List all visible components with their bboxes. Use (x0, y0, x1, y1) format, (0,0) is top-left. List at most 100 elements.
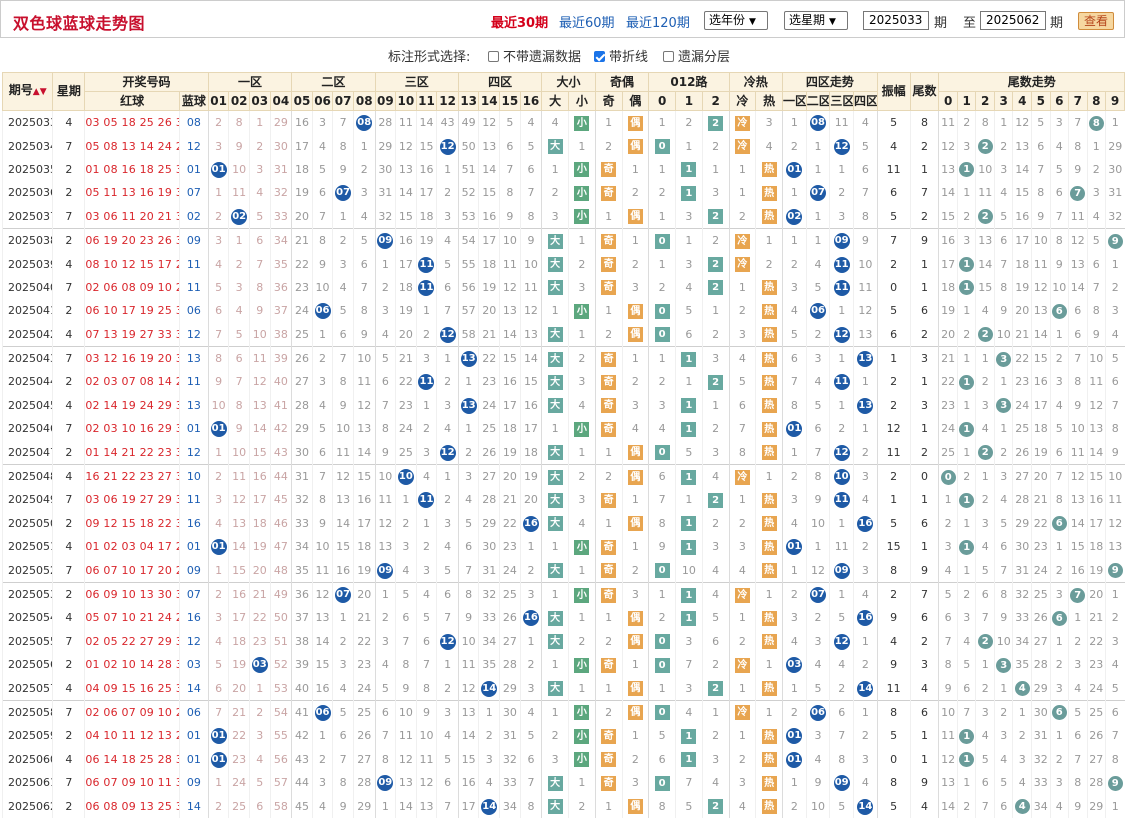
size-big-cell: 大 (541, 770, 569, 795)
week-cell: 7 (52, 275, 85, 300)
num-miss-cell: 5 (311, 157, 333, 182)
num-miss-cell: 7 (332, 110, 354, 135)
num-miss-cell: 24 (291, 299, 313, 323)
amplitude-cell: 1 (876, 488, 911, 512)
num-miss-cell: 6 (207, 299, 229, 323)
num-miss-cell: 21 (352, 606, 376, 630)
num-miss-cell: 9 (332, 157, 354, 182)
option-layered[interactable]: 遗漏分层 (663, 46, 730, 65)
tail-miss-cell: 2 (938, 511, 958, 536)
checkbox[interactable] (663, 51, 674, 62)
num-miss-cell: 29 (478, 511, 500, 536)
tail-miss-cell: 9 (1068, 157, 1088, 182)
range-60[interactable]: 最近60期 (559, 16, 615, 31)
option-no-miss[interactable]: 不带遗漏数据 (488, 46, 581, 65)
col-zt4: 四区 (853, 91, 878, 111)
num-miss-cell: 45 (291, 794, 313, 818)
hotcold-marker: 热 (761, 752, 777, 768)
tail-miss-cell: 30 (1012, 535, 1032, 559)
tail-miss-cell: 15 (1012, 181, 1032, 205)
route-miss-cell: 10 (675, 558, 703, 583)
blue-ball-marker: 09 (377, 233, 394, 250)
year-select[interactable]: 选年份 ▼ (704, 11, 768, 30)
tail-miss-cell: 12 (1105, 511, 1125, 536)
num-miss-cell: 49 (457, 110, 479, 135)
tail-miss-cell: 4 (975, 535, 995, 559)
num-hit-cell: 08 (352, 110, 376, 135)
query-button[interactable]: 查看 (1078, 12, 1114, 30)
week-cell: 2 (52, 227, 85, 253)
zone-miss-cell: 1 (805, 134, 830, 158)
num-miss-cell: 55 (457, 252, 479, 276)
num-miss-cell: 18 (499, 417, 521, 441)
tail-marker: 9 (1107, 775, 1123, 791)
tail-miss-cell: 15 (975, 275, 995, 300)
tail-miss-cell: 33 (1012, 606, 1032, 630)
zone-marker: 16 (857, 610, 874, 627)
checkbox[interactable] (488, 51, 499, 62)
tail-miss-cell: 11 (1068, 440, 1088, 465)
to-issue-input[interactable]: 2025062 (980, 11, 1046, 30)
tail-miss-cell: 3 (975, 699, 995, 725)
zone-hit-cell: 07 (805, 581, 830, 607)
num-miss-cell: 12 (228, 488, 250, 512)
tail-marker: 2 (977, 209, 993, 225)
num-miss-cell: 52 (457, 181, 479, 205)
zone-miss-cell: 10 (805, 794, 830, 818)
hot-cell: 2 (755, 252, 783, 276)
route-hit-cell: 0 (648, 322, 676, 347)
sort-icon[interactable]: ▲▼ (32, 87, 47, 97)
range-120[interactable]: 最近120期 (626, 16, 690, 31)
weekday-select[interactable]: 选星期 ▼ (784, 11, 848, 30)
odd-cell: 奇 (594, 417, 623, 441)
num-miss-cell: 2 (519, 558, 542, 583)
route-miss-cell: 3 (701, 345, 730, 371)
col-tail-2: 2 (975, 91, 995, 111)
tail-miss-cell: 6 (1105, 699, 1125, 725)
red-balls-cell: 06 09 10 13 30 33 (84, 581, 180, 607)
num-miss-cell: 6 (207, 676, 229, 701)
col-tail-4: 4 (1012, 91, 1032, 111)
blue-ball-cell: 13 (178, 345, 209, 371)
tail-hit-cell: 4 (1012, 676, 1032, 701)
num-miss-cell: 9 (415, 699, 437, 725)
size-small-cell: 2 (568, 629, 596, 653)
tail-miss-cell: 11 (1031, 252, 1051, 276)
zone-miss-cell: 1 (782, 770, 807, 795)
num-miss-cell: 21 (478, 322, 500, 347)
num-miss-cell: 11 (311, 558, 333, 583)
route-miss-cell: 4 (701, 770, 730, 795)
col-issue[interactable]: 期号▲▼ (1, 72, 54, 111)
range-30[interactable]: 最近30期 (491, 16, 549, 31)
num-miss-cell: 28 (291, 393, 313, 418)
tail-miss-cell: 16 (938, 227, 958, 253)
num-miss-cell: 7 (228, 370, 250, 394)
num-miss-cell: 7 (332, 345, 354, 371)
num-miss-cell: 5 (332, 699, 354, 725)
size-big-cell: 大 (541, 227, 569, 253)
zone-marker: 16 (857, 515, 874, 532)
odd-cell: 2 (594, 463, 623, 489)
num-miss-cell: 13 (519, 322, 542, 347)
zone-hit-cell: 11 (829, 370, 854, 394)
tail-hit-cell: 1 (956, 535, 976, 559)
size-small-cell: 1 (568, 322, 596, 347)
num-miss-cell: 32 (291, 488, 313, 512)
checkbox[interactable] (594, 51, 605, 62)
col-num-12: 12 (436, 91, 459, 111)
num-miss-cell: 6 (332, 322, 354, 347)
zone-hit-cell: 09 (829, 770, 854, 795)
option-polyline[interactable]: 带折线 (594, 46, 648, 65)
num-miss-cell: 7 (415, 652, 437, 677)
even-cell: 偶 (621, 606, 649, 630)
from-issue-input[interactable]: 2025033 (863, 11, 929, 30)
oddeven-marker: 偶 (627, 705, 643, 721)
tail-miss-cell: 5 (956, 652, 976, 677)
issue-cell: 2025057 (1, 676, 53, 701)
num-miss-cell: 57 (457, 299, 479, 323)
route-miss-cell: 4 (675, 275, 703, 300)
cold-cell: 8 (728, 440, 756, 465)
tail-miss-cell: 7 (1105, 724, 1125, 748)
